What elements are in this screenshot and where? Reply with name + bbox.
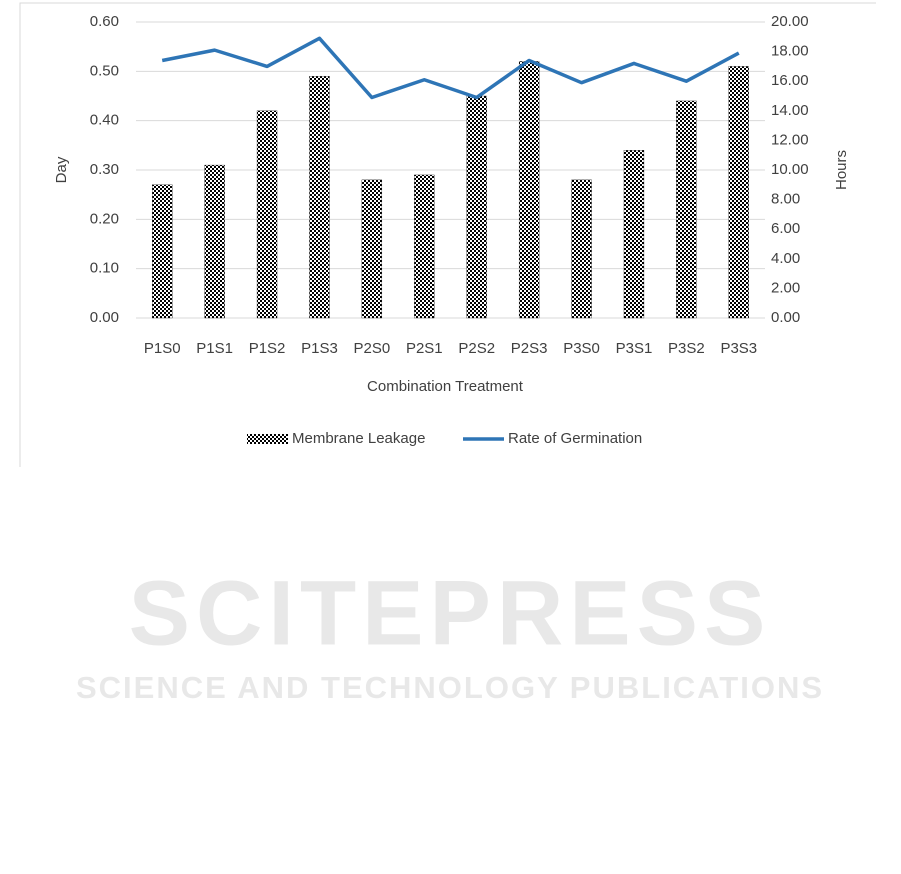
y-tick-label: 0.50 [90,62,119,79]
y-tick-label: 0.60 [90,13,119,30]
y2-tick-label: 10.00 [771,161,809,178]
x-tick-label: P1S2 [249,340,286,357]
x-tick-label: P3S3 [720,340,757,357]
y2-axis-title: Hours [833,150,850,190]
y-tick-label: 0.20 [90,210,119,227]
bar [466,95,487,319]
y2-tick-label: 18.00 [771,43,809,60]
x-tick-label: P1S1 [196,340,233,357]
x-tick-label: P3S1 [616,340,653,357]
y2-tick-label: 8.00 [771,191,800,208]
bar [676,100,697,319]
x-tick-label: P1S0 [144,340,181,357]
y-tick-label: 0.10 [90,260,119,277]
chart-border [19,2,876,467]
x-axis-title: Combination Treatment [367,378,524,395]
x-tick-label: P2S1 [406,340,443,357]
watermark-title: SCITEPRESS [129,562,772,664]
y2-tick-label: 14.00 [771,102,809,119]
y2-tick-label: 16.00 [771,72,809,89]
bar [361,179,383,319]
y2-tick-label: 0.00 [771,309,800,326]
line [161,36,740,100]
y2-tick-label: 2.00 [771,279,800,296]
legend-swatch [247,434,288,444]
x-tick-label: P2S2 [458,340,495,357]
bar [256,110,278,319]
legend-label: Rate of Germination [508,430,642,447]
bar [728,66,749,319]
x-tick-label: P1S3 [301,340,338,357]
y-tick-label: 0.40 [90,112,119,129]
y2-tick-label: 20.00 [771,13,809,30]
watermark-subtitle: SCIENCE AND TECHNOLOGY PUBLICATIONS [76,670,824,705]
bar [204,164,225,319]
x-tick-label: P3S0 [563,340,600,357]
y-tick-label: 0.00 [90,309,119,326]
x-tick-label: P3S2 [668,340,705,357]
bar [571,179,592,319]
bar [518,61,540,319]
x-tick-label: P2S0 [354,340,391,357]
bar [414,174,435,319]
bar [309,76,330,319]
y2-tick-label: 4.00 [771,250,800,267]
x-tick-label: P2S3 [511,340,548,357]
bar [152,184,173,319]
y2-tick-label: 6.00 [771,220,800,237]
y-axis-title: Day [53,156,70,183]
bar [623,150,645,319]
y-tick-label: 0.30 [90,161,119,178]
legend-label: Membrane Leakage [292,430,425,447]
y2-tick-label: 12.00 [771,131,809,148]
